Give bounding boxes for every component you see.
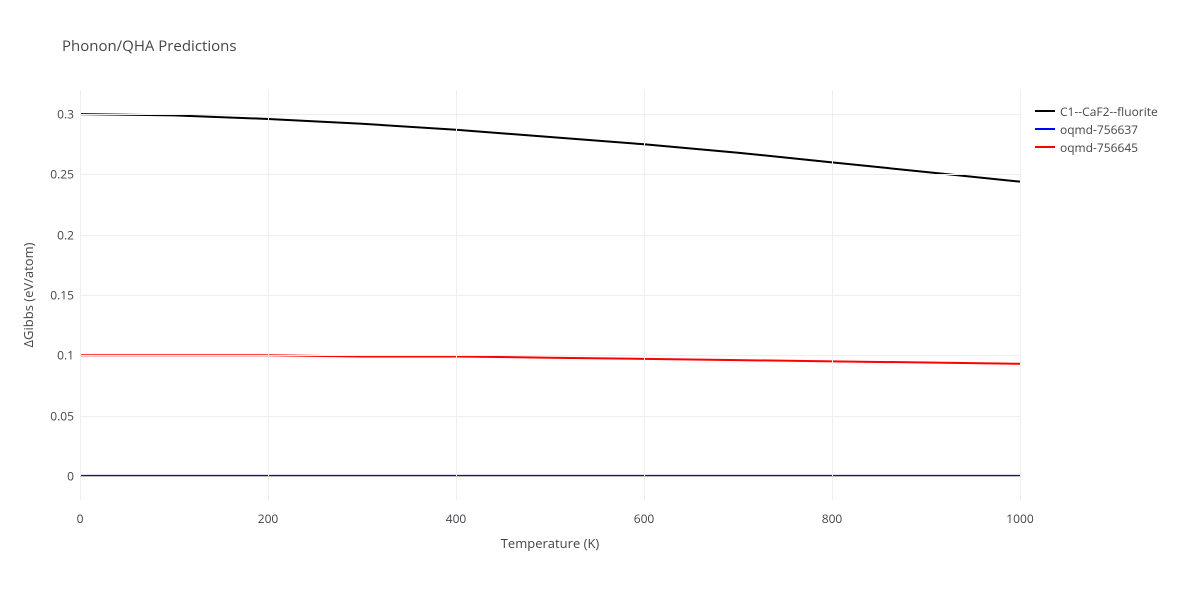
series-line[interactable] <box>80 355 1020 363</box>
gridline-h <box>80 174 1020 175</box>
legend-item[interactable]: C1--CaF2--fluorite <box>1035 102 1158 120</box>
y-tick-label: 0.05 <box>44 407 74 424</box>
gridline-h <box>80 416 1020 417</box>
legend-swatch <box>1035 128 1055 130</box>
chart-title: Phonon/QHA Predictions <box>62 36 237 56</box>
x-tick-label: 400 <box>446 510 467 527</box>
legend: C1--CaF2--fluoriteoqmd-756637oqmd-756645 <box>1035 102 1158 156</box>
x-tick-label: 800 <box>822 510 843 527</box>
legend-swatch <box>1035 146 1055 148</box>
legend-item[interactable]: oqmd-756645 <box>1035 138 1158 156</box>
series-line[interactable] <box>80 114 1020 182</box>
y-axis-label: ΔGibbs (eV/atom) <box>19 243 37 348</box>
x-axis-label: Temperature (K) <box>501 534 600 552</box>
legend-label: C1--CaF2--fluorite <box>1060 103 1158 120</box>
y-tick-label: 0.3 <box>44 106 74 123</box>
gridline-h <box>80 355 1020 356</box>
gridline-h <box>80 295 1020 296</box>
y-tick-label: 0.15 <box>44 287 74 304</box>
y-tick-label: 0.25 <box>44 166 74 183</box>
chart-container: Phonon/QHA Predictions Temperature (K) Δ… <box>0 0 1200 600</box>
gridline-h <box>80 235 1020 236</box>
legend-item[interactable]: oqmd-756637 <box>1035 120 1158 138</box>
x-tick-label: 200 <box>258 510 279 527</box>
plot-area[interactable] <box>80 90 1020 500</box>
x-tick-label: 0 <box>77 510 84 527</box>
gridline-h <box>80 476 1020 477</box>
legend-swatch <box>1035 110 1055 112</box>
x-tick-label: 600 <box>634 510 655 527</box>
y-tick-label: 0 <box>44 467 74 484</box>
legend-label: oqmd-756637 <box>1060 121 1138 138</box>
y-tick-label: 0.1 <box>44 347 74 364</box>
legend-label: oqmd-756645 <box>1060 139 1138 156</box>
gridline-v <box>1020 90 1021 500</box>
x-tick-label: 1000 <box>1006 510 1033 527</box>
gridline-h <box>80 114 1020 115</box>
y-tick-label: 0.2 <box>44 226 74 243</box>
